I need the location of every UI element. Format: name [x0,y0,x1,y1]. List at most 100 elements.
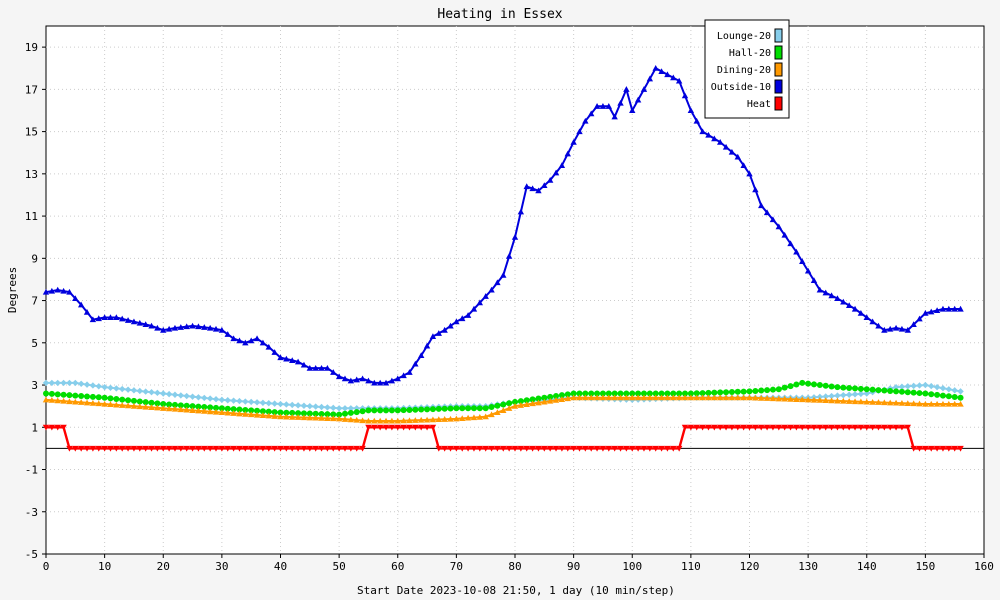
data-point-heat [681,424,689,431]
data-point-dining-20 [318,414,325,421]
data-point-heat [611,445,618,452]
data-point-heat [418,424,425,431]
data-point-hall-20 [664,390,671,397]
data-point-dining-20 [887,399,894,406]
data-point-hall-20 [236,406,243,413]
data-point-dining-20 [546,397,554,404]
data-point-heat [107,445,114,452]
data-point-heat [793,424,800,431]
data-point-lounge-20 [247,398,255,406]
data-point-lounge-20 [851,391,859,398]
data-point-heat [89,445,97,452]
data-point-outside-10 [705,131,712,138]
data-point-hall-20 [723,389,730,396]
data-point-heat [271,445,278,452]
data-point-heat [283,445,290,452]
data-point-hall-20 [300,410,307,417]
data-point-dining-20 [400,417,407,424]
data-point-outside-10 [494,279,501,286]
data-point-hall-20 [171,401,178,408]
data-point-heat [881,424,888,431]
data-point-outside-10 [177,324,185,330]
data-point-outside-10 [353,376,360,383]
data-point-dining-20 [810,396,818,403]
data-point-dining-20 [617,394,624,401]
axes: 0 10 20 30 40 50 60 70 80 90 100 110 120 130 140 150 160… [25,41,994,573]
data-point-dining-20 [722,394,730,401]
data-point-outside-10 [500,272,507,278]
data-point-lounge-20 [218,396,226,404]
data-point-outside-10 [588,110,595,117]
data-point-heat [699,424,706,431]
data-point-lounge-20 [265,400,272,407]
data-point-outside-10 [400,372,407,379]
data-point-dining-20 [664,394,671,401]
data-point-heat [634,445,642,452]
data-point-hall-20 [570,390,577,397]
data-point-hall-20 [312,410,319,417]
data-point-outside-10 [277,354,284,361]
data-point-hall-20 [488,404,495,411]
data-point-heat [277,445,284,452]
data-point-hall-20 [904,389,911,396]
data-point-dining-20 [670,394,677,401]
data-point-dining-20 [371,417,378,424]
data-point-lounge-20 [236,397,243,405]
data-point-heat [48,424,56,431]
y-tick-label: 11 [25,210,38,223]
data-point-dining-20 [476,413,484,420]
data-point-hall-20 [805,380,812,387]
y-tick-label: 9 [31,252,38,265]
legend: Lounge-20 Hall-20 Dining-20 Outside-10 Heat [704,19,790,119]
data-point-dining-20 [441,416,448,422]
data-point-outside-10 [898,325,906,332]
data-point-dining-20 [699,394,706,401]
data-point-hall-20 [277,409,284,416]
data-point-dining-20 [412,417,419,423]
data-point-outside-10 [382,379,390,386]
data-point-heat [294,445,302,452]
data-point-heat [775,424,783,431]
data-point-outside-10 [869,318,876,325]
data-point-lounge-20 [300,402,308,409]
data-point-dining-20 [335,415,343,422]
data-point-outside-10 [699,128,706,135]
data-point-dining-20 [787,395,794,402]
data-point-heat [242,445,249,452]
data-point-hall-20 [470,405,477,412]
data-point-hall-20 [576,390,583,397]
data-point-dining-20 [242,410,249,417]
data-point-lounge-20 [916,382,923,389]
data-point-heat [875,424,882,431]
data-point-heat [887,424,894,431]
data-point-outside-10 [922,310,929,316]
data-point-outside-10 [740,162,747,168]
data-point-heat [945,445,953,452]
data-point-hall-20 [189,403,196,410]
data-point-dining-20 [312,414,319,421]
data-point-dining-20 [681,394,689,401]
data-point-heat [752,424,759,431]
data-point-outside-10 [119,315,126,322]
data-point-hall-20 [177,402,184,409]
data-point-hall-20 [810,381,817,388]
data-point-dining-20 [658,394,665,401]
data-point-hall-20 [951,394,958,401]
data-point-hall-20 [599,390,606,397]
data-point-dining-20 [406,417,413,424]
grid [45,25,985,555]
data-point-lounge-20 [89,382,97,389]
data-point-dining-20 [916,400,923,407]
data-point-hall-20 [658,390,665,397]
data-point-lounge-20 [289,401,296,409]
data-point-outside-10 [758,202,765,209]
data-point-dining-20 [160,405,167,411]
data-point-heat [183,445,190,452]
data-point-dining-20 [277,413,284,420]
x-tick-label: 150 [915,560,935,573]
data-point-outside-10 [535,187,542,194]
data-point-outside-10 [582,117,589,124]
series-layer [42,65,964,452]
data-point-heat [675,445,683,452]
data-point-lounge-20 [283,401,290,408]
